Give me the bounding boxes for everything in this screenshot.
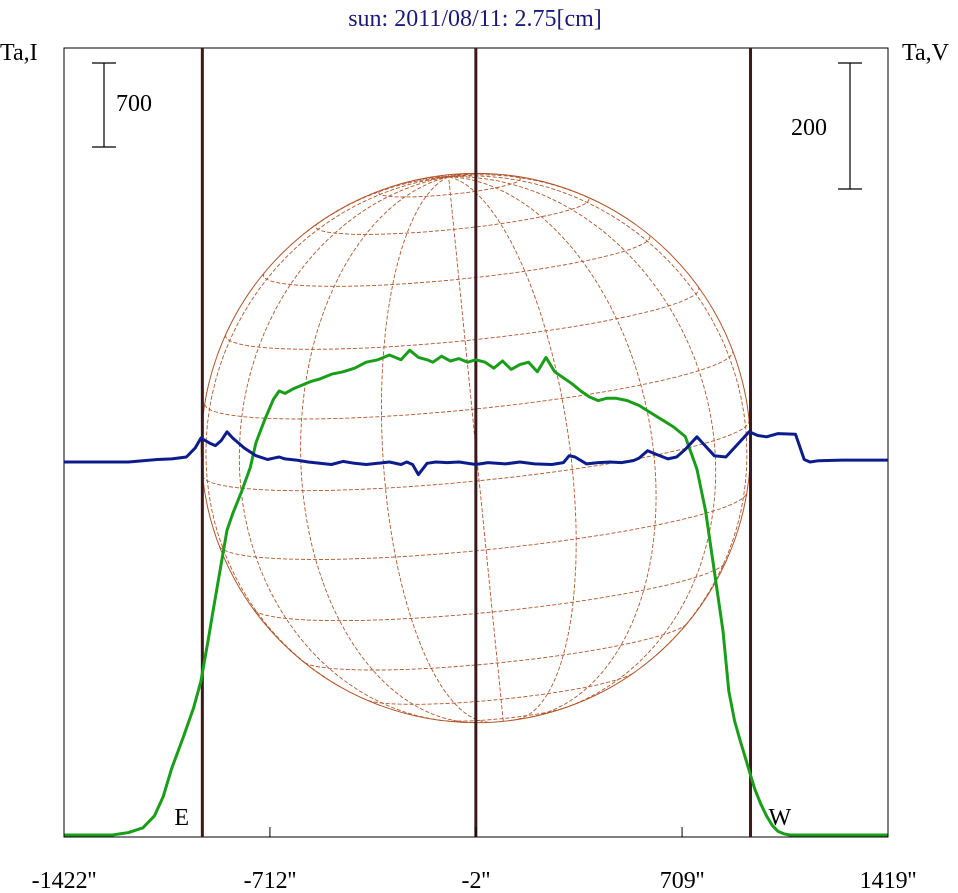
- sun-grid-line: [238, 176, 449, 721]
- sun-grid-line: [448, 176, 504, 722]
- x-tick-label: -712'': [244, 868, 297, 893]
- series-line-polarization: [64, 430, 888, 477]
- right-axis-label: Ta,V: [902, 40, 950, 66]
- sun-grid-line: [448, 173, 499, 178]
- sun-grid-line: [448, 173, 467, 178]
- right-scale-bar: 200: [791, 62, 862, 190]
- chart-title: sun: 2011/08/11: 2.75[cm]: [348, 6, 602, 32]
- x-tick-label: 1419'': [860, 868, 917, 893]
- sun-grid-line: [304, 623, 687, 671]
- left-scale-bar: 700: [92, 62, 152, 148]
- left-axis-label: Ta,I: [0, 40, 38, 66]
- sun-grid-line: [399, 176, 449, 185]
- right-scale-bar-label: 200: [791, 115, 827, 141]
- sun-grid-line: [448, 176, 577, 720]
- sun-grid-line: [448, 176, 717, 709]
- sun-grid-line: [448, 173, 459, 178]
- limb-lines: [200, 48, 753, 837]
- sun-grid-line: [448, 175, 748, 656]
- x-tick-label: -1422'': [32, 868, 97, 893]
- left-scale-bar-label: 700: [116, 91, 152, 117]
- series-line-intensity: [64, 348, 888, 837]
- limb-label-e: E: [174, 805, 189, 831]
- sun-grid-line: [315, 195, 590, 235]
- solar-disk-grid: [200, 172, 752, 724]
- sun-grid-line: [381, 176, 489, 723]
- sun-grid-line: [254, 562, 726, 622]
- x-axis-ticks: -1422'' -712'' -2'' 709'' 1419'': [32, 827, 917, 893]
- x-tick-label: -2'': [462, 868, 491, 893]
- sun-grid-line: [205, 176, 449, 688]
- x-tick-label: 709'': [660, 868, 705, 893]
- sun-grid-line: [225, 286, 700, 350]
- sun-grid-line: [300, 176, 476, 724]
- sun-grid-line: [448, 176, 657, 718]
- limb-label-w: W: [769, 805, 792, 831]
- sun-grid-line: [219, 493, 748, 560]
- series-layer: [64, 348, 888, 837]
- sun-grid-line: [305, 176, 449, 233]
